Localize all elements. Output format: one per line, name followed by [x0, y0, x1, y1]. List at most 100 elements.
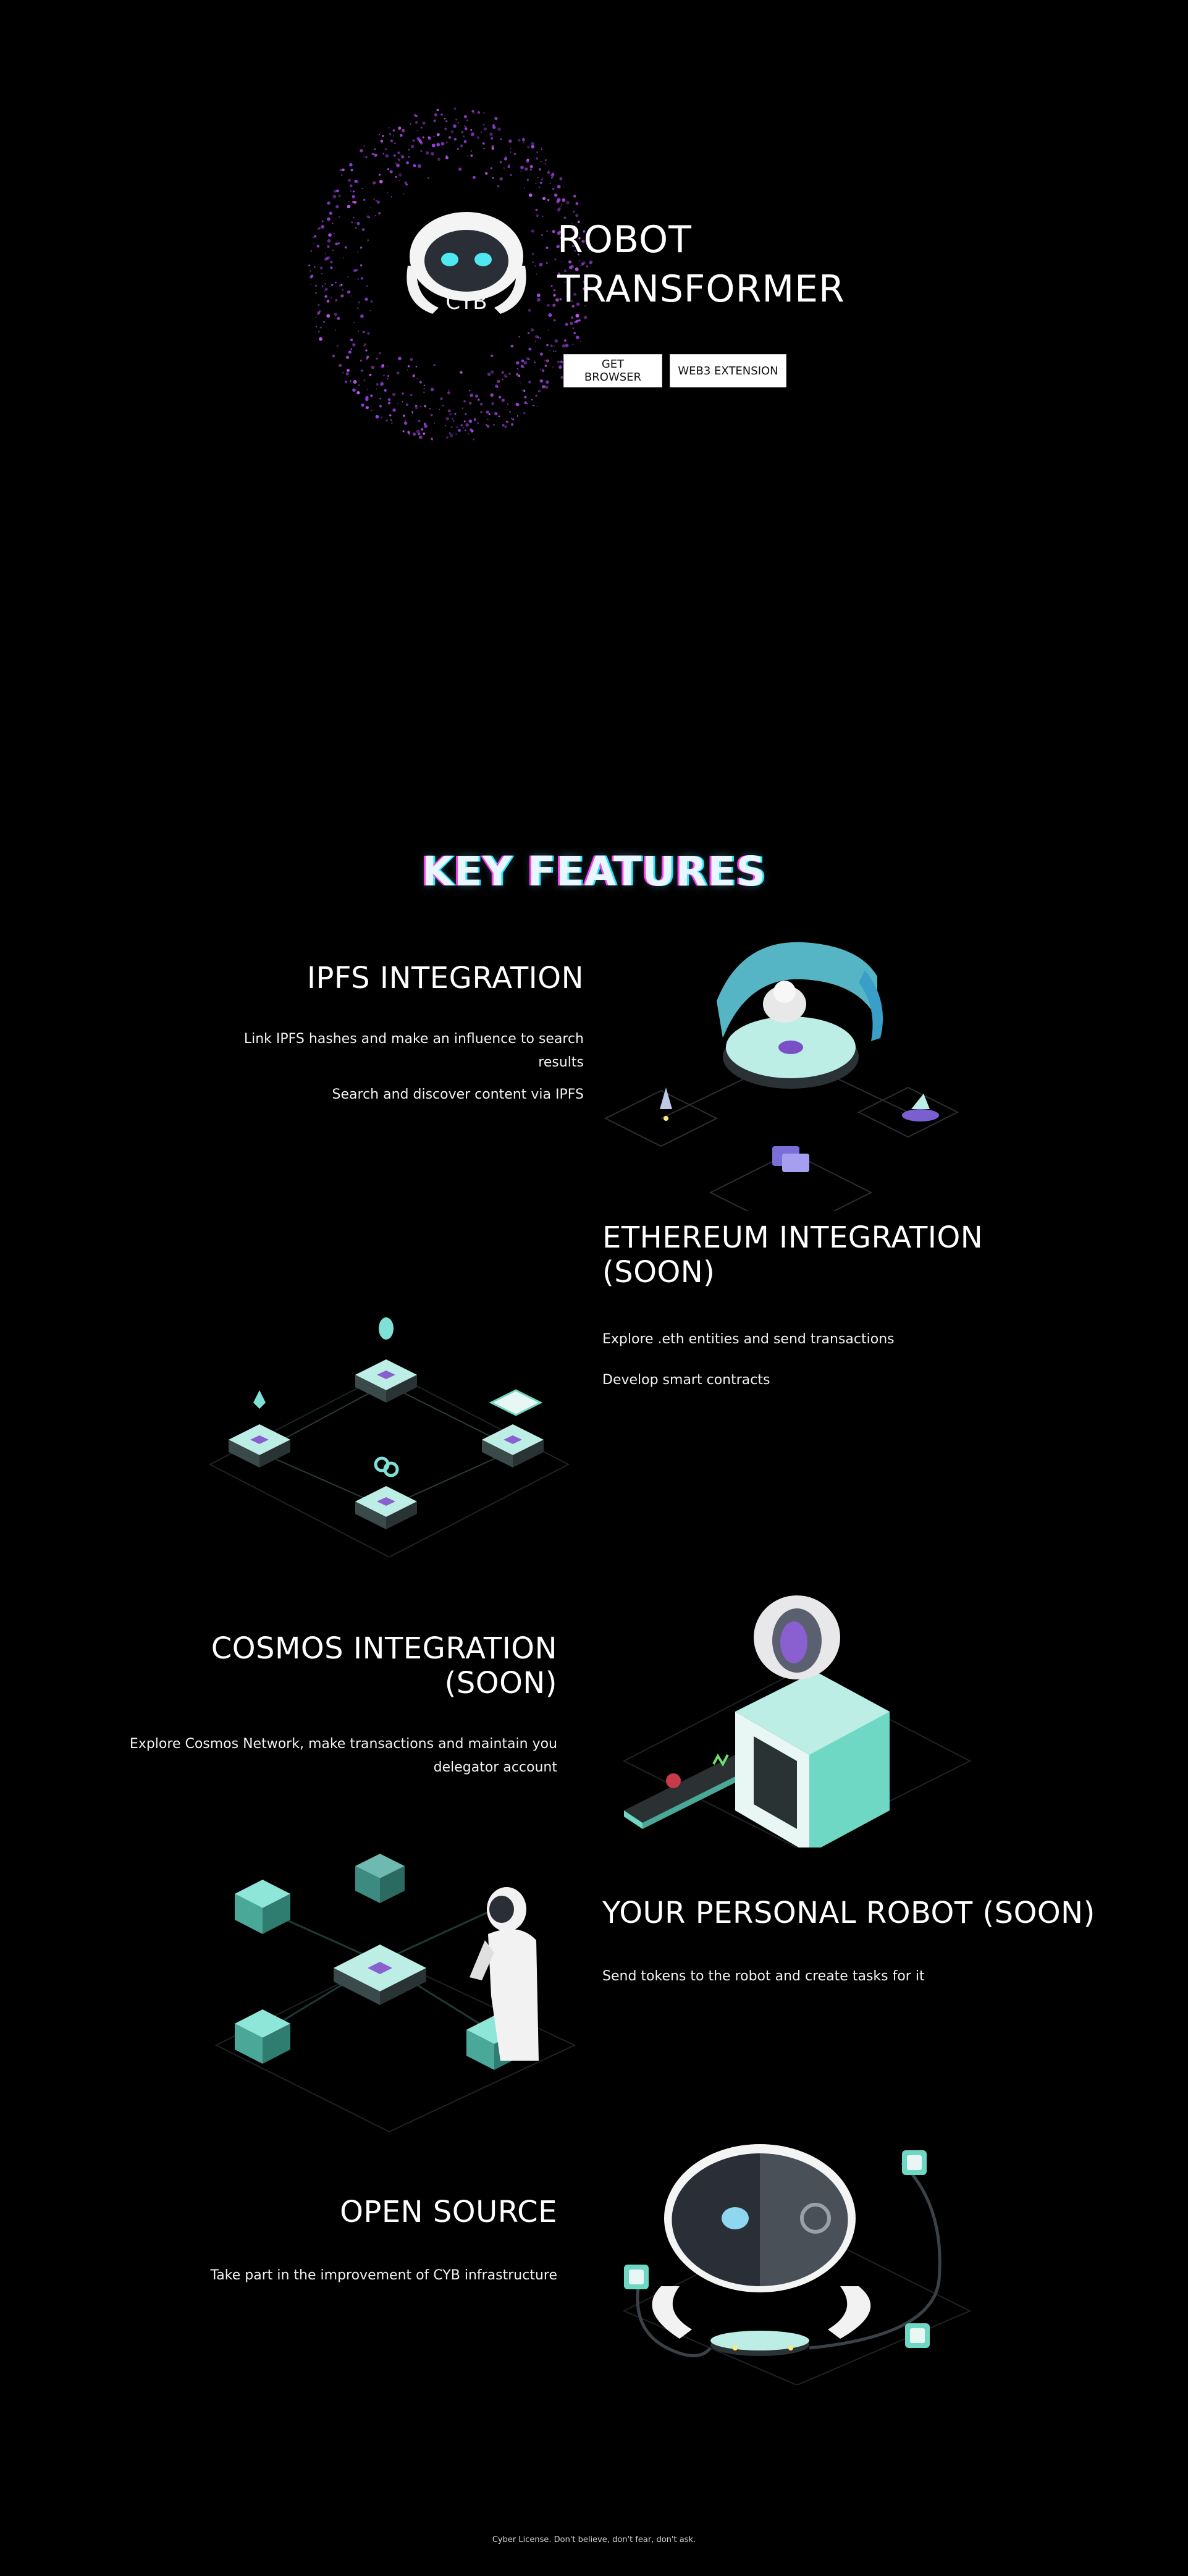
sphere-particle [361, 188, 363, 189]
sphere-particle [452, 420, 455, 422]
sphere-particle [433, 119, 436, 122]
sphere-particle [390, 196, 392, 198]
sphere-particle [536, 293, 541, 297]
sphere-particle [516, 373, 519, 376]
sphere-particle [324, 290, 326, 292]
feature-desc-line: Develop smart contracts [602, 1372, 770, 1388]
sphere-particle [539, 337, 541, 339]
sphere-particle [552, 366, 554, 368]
sphere-particle [491, 402, 495, 405]
sphere-particle [476, 136, 480, 140]
get-browser-button[interactable]: GET BROWSER [563, 354, 662, 387]
sphere-particle [462, 426, 464, 429]
sphere-particle [480, 411, 482, 413]
sphere-particle [454, 413, 457, 415]
sphere-particle [345, 355, 350, 359]
sphere-particle [458, 429, 461, 432]
sphere-particle [357, 251, 359, 253]
sphere-particle [397, 151, 400, 154]
sphere-particle [557, 360, 560, 363]
sphere-particle [580, 341, 581, 342]
sphere-particle [510, 418, 512, 420]
sphere-particle [336, 345, 339, 347]
sphere-particle [482, 142, 485, 145]
sphere-particle [522, 366, 524, 368]
sphere-particle [466, 119, 468, 122]
sphere-particle [387, 398, 391, 402]
sphere-particle [506, 409, 508, 411]
sphere-particle [453, 124, 457, 128]
sphere-particle [327, 245, 330, 248]
sphere-particle [542, 177, 544, 179]
sphere-particle [338, 195, 341, 198]
web3-extension-button[interactable]: WEB3 EXTENSION [670, 354, 786, 387]
sphere-particle [571, 245, 575, 248]
sphere-particle [400, 133, 403, 137]
sphere-particle [558, 230, 562, 234]
sphere-particle [360, 360, 362, 362]
sphere-particle [542, 216, 544, 217]
sphere-particle [458, 429, 461, 433]
feature-desc-line: Explore Cosmos Network, make transaction… [129, 1736, 557, 1752]
sphere-particle [553, 319, 556, 322]
sphere-particle [335, 299, 337, 302]
sphere-particle [458, 167, 462, 171]
sphere-particle [468, 419, 473, 423]
sphere-particle [503, 374, 507, 378]
sphere-particle [436, 133, 440, 137]
sphere-particle [339, 169, 342, 172]
sphere-particle [558, 207, 561, 211]
sphere-particle [418, 140, 422, 143]
sphere-particle [324, 253, 326, 255]
sphere-particle [510, 174, 513, 177]
sphere-particle [395, 175, 397, 178]
sphere-particle [398, 159, 401, 161]
sphere-particle [363, 156, 365, 158]
sphere-particle [550, 177, 553, 179]
sphere-particle [363, 198, 366, 201]
sphere-particle [356, 391, 360, 395]
hero-title: ROBOT TRANSFORMER [557, 215, 845, 314]
sphere-particle [456, 426, 458, 428]
sphere-particle [549, 350, 550, 352]
sphere-particle [415, 120, 418, 124]
sphere-particle [576, 336, 579, 340]
sphere-particle [431, 143, 436, 148]
sphere-particle [362, 331, 365, 334]
sphere-particle [489, 132, 493, 136]
sphere-particle [425, 151, 429, 155]
sphere-particle [450, 130, 454, 133]
sphere-particle [486, 424, 487, 426]
sphere-particle [353, 269, 357, 272]
sphere-particle [553, 350, 555, 352]
sphere-particle [381, 187, 383, 189]
sphere-particle [439, 408, 440, 410]
sphere-particle [538, 186, 541, 188]
sphere-particle [541, 147, 542, 149]
sphere-particle [563, 186, 565, 188]
sphere-particle [468, 402, 472, 405]
sphere-particle [536, 273, 537, 275]
sphere-particle [429, 407, 431, 410]
sphere-particle [572, 228, 576, 232]
sphere-particle [427, 177, 429, 179]
sphere-particle [431, 439, 433, 441]
sphere-particle [560, 206, 562, 208]
cosmos-robot-machine-icon [622, 1595, 972, 1848]
sphere-particle [475, 394, 479, 398]
sphere-particle [455, 433, 457, 435]
sphere-particle [405, 421, 407, 423]
sphere-particle [463, 115, 467, 119]
sphere-particle [347, 276, 349, 278]
sphere-particle [428, 136, 430, 138]
sphere-particle [317, 314, 318, 316]
sphere-particle [554, 258, 557, 261]
sphere-particle [339, 216, 340, 218]
sphere-particle [548, 169, 550, 171]
sphere-particle [499, 177, 503, 181]
sphere-particle [366, 285, 368, 287]
sphere-particle [376, 357, 378, 360]
sphere-particle [470, 150, 472, 152]
sphere-particle [324, 288, 328, 291]
sphere-particle [374, 148, 376, 151]
